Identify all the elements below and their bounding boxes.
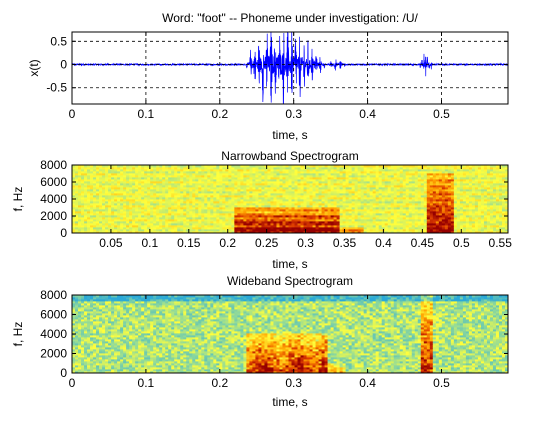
y-tick-label: 8000 bbox=[40, 288, 67, 302]
narrowband-panel: Narrowband Spectrogram 0.05 0.1 0.15 0.2 0.2… bbox=[11, 149, 512, 271]
x-tick-label: 0.2 bbox=[211, 107, 228, 121]
waveform-panel: Word: "foot" -- Phoneme under investigat… bbox=[27, 11, 508, 142]
x-tick-label: 0.5 bbox=[433, 107, 450, 121]
y-tick-label: 6000 bbox=[40, 175, 67, 189]
x-tick-label: 0.4 bbox=[359, 376, 376, 390]
y-tick-label: -0.5 bbox=[46, 81, 67, 95]
y-tick-label: 0 bbox=[60, 226, 67, 240]
narrowband-xlabel: time, s bbox=[272, 257, 307, 271]
y-tick-label: 0 bbox=[60, 58, 67, 72]
wideband-panel: Wideband Spectrogram 0 0.1 0.2 0.3 0.4 0.5 0 20… bbox=[11, 274, 508, 409]
x-tick-label: 0.3 bbox=[285, 107, 302, 121]
y-tick-label: 8000 bbox=[40, 158, 67, 172]
x-tick-label: 0 bbox=[69, 107, 76, 121]
x-tick-label: 0.55 bbox=[489, 236, 513, 250]
y-tick-label: 4000 bbox=[40, 327, 67, 341]
x-tick-label: 0.2 bbox=[219, 236, 236, 250]
x-tick-label: 0.15 bbox=[177, 236, 201, 250]
wideband-xlabel: time, s bbox=[272, 395, 307, 409]
x-tick-label: 0.1 bbox=[138, 107, 155, 121]
x-tick-label: 0.5 bbox=[453, 236, 470, 250]
x-tick-label: 0.3 bbox=[285, 376, 302, 390]
wideband-ylabel: f, Hz bbox=[11, 322, 25, 347]
waveform-xlabel: time, s bbox=[272, 128, 307, 142]
y-tick-label: 0.5 bbox=[50, 34, 67, 48]
x-tick-label: 0.35 bbox=[333, 236, 357, 250]
x-tick-label: 0.1 bbox=[138, 376, 155, 390]
x-tick-label: 0.5 bbox=[433, 376, 450, 390]
y-tick-label: 2000 bbox=[40, 209, 67, 223]
x-tick-label: 0.4 bbox=[375, 236, 392, 250]
x-tick-label: 0.4 bbox=[359, 107, 376, 121]
wideband-title: Wideband Spectrogram bbox=[227, 274, 353, 288]
narrowband-title: Narrowband Spectrogram bbox=[221, 149, 358, 163]
y-tick-label: 0 bbox=[60, 366, 67, 380]
x-tick-label: 0.05 bbox=[99, 236, 123, 250]
x-tick-label: 0.25 bbox=[255, 236, 279, 250]
waveform-line bbox=[72, 23, 508, 108]
x-tick-label: 0.3 bbox=[297, 236, 314, 250]
waveform-title: Word: "foot" -- Phoneme under investigat… bbox=[162, 11, 418, 25]
y-tick-label: 6000 bbox=[40, 308, 67, 322]
y-tick-label: 2000 bbox=[40, 347, 67, 361]
waveform-ylabel: x(t) bbox=[27, 59, 41, 76]
narrowband-ylabel: f, Hz bbox=[11, 187, 25, 212]
x-tick-label: 0.2 bbox=[211, 376, 228, 390]
x-tick-label: 0 bbox=[69, 376, 76, 390]
x-tick-label: 0.1 bbox=[142, 236, 159, 250]
y-tick-label: 4000 bbox=[40, 192, 67, 206]
x-tick-label: 0.45 bbox=[411, 236, 435, 250]
